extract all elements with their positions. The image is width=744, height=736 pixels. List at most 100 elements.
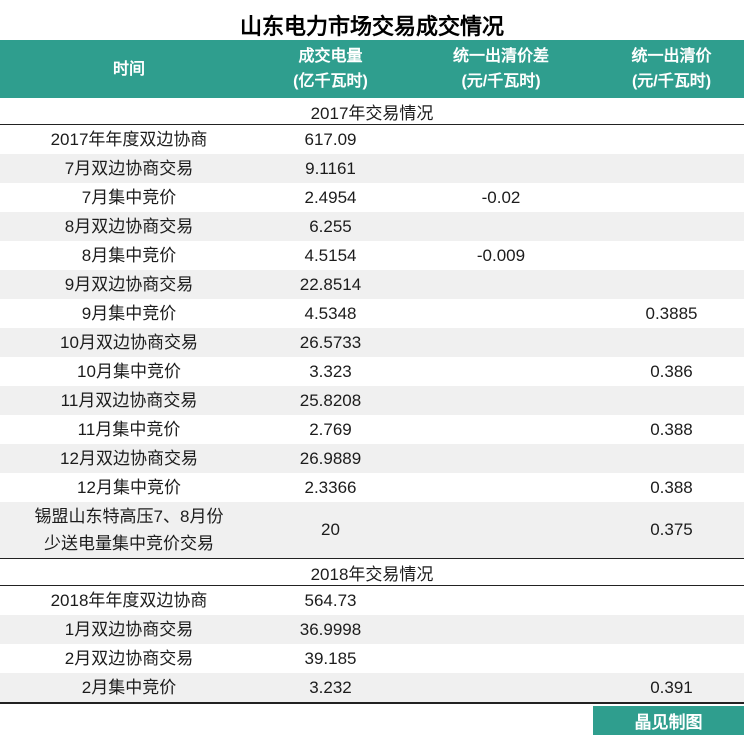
volume-cell: 20: [321, 520, 340, 539]
time-cell: 7月集中竞价: [81, 188, 177, 207]
volume-cell: 22.8514: [299, 274, 362, 294]
price-diff-cell: [403, 487, 599, 489]
clearing-price-cell: [599, 139, 744, 141]
table-row: 12月双边协商交易 26.9889: [0, 444, 744, 473]
volume-cell: 26.5733: [299, 332, 362, 352]
column-label: 统一出清价差: [452, 48, 549, 65]
table-header: 时间 成交电量 (亿千瓦时) 统一出清价差 (元/千瓦时) 统一出清价 (元/千…: [0, 40, 744, 98]
clearing-price-cell: [599, 658, 744, 660]
time-cell: 8月双边协商交易: [64, 217, 194, 236]
column-header-volume: 成交电量 (亿千瓦时): [258, 40, 403, 98]
section-header: 2018年交易情况: [0, 558, 744, 586]
table-row: 2018年年度双边协商 564.73: [0, 586, 744, 615]
column-header-time: 时间: [0, 40, 258, 98]
credit-badge: 晶见制图: [593, 706, 744, 735]
table-row: 11月双边协商交易 25.8208: [0, 386, 744, 415]
volume-cell: 564.73: [304, 590, 357, 610]
time-cell: 9月集中竞价: [81, 304, 177, 323]
price-diff-cell: [403, 658, 599, 660]
price-diff-cell: [403, 458, 599, 460]
volume-cell: 6.255: [309, 216, 352, 236]
clearing-price-cell: 0.388: [650, 419, 693, 439]
table-row: 锡盟山东特高压7、8月份 少送电量集中竞价交易 20 0.375: [0, 502, 744, 558]
volume-cell: 3.323: [309, 361, 352, 381]
clearing-price-cell: [599, 255, 744, 257]
time-cell: 11月双边协商交易: [60, 391, 198, 410]
column-unit: (元/千瓦时): [461, 73, 541, 90]
volume-cell: 2.3366: [304, 477, 357, 497]
volume-cell: 39.185: [304, 648, 357, 668]
table-row: 10月集中竞价 3.323 0.386: [0, 357, 744, 386]
column-label: 统一出清价: [631, 48, 712, 65]
footer: 晶见制图: [0, 704, 744, 735]
table-row: 2月集中竞价 3.232 0.391: [0, 673, 744, 702]
table-row: 11月集中竞价 2.769 0.388: [0, 415, 744, 444]
clearing-price-cell: [599, 168, 744, 170]
price-diff-cell: -0.02: [481, 187, 521, 207]
clearing-price-cell: 0.386: [650, 361, 693, 381]
clearing-price-cell: [599, 226, 744, 228]
column-label: 成交电量: [298, 48, 363, 65]
price-diff-cell: [403, 168, 599, 170]
volume-cell: 4.5348: [304, 303, 357, 323]
time-cell: 8月集中竞价: [81, 246, 177, 265]
table-row: 7月双边协商交易 9.1161: [0, 154, 744, 183]
price-diff-cell: [403, 600, 599, 602]
clearing-price-cell: [599, 629, 744, 631]
time-cell: 12月双边协商交易: [60, 449, 198, 468]
price-diff-cell: [403, 284, 599, 286]
column-unit: (元/千瓦时): [631, 73, 712, 90]
clearing-price-cell: [599, 458, 744, 460]
section-header: 2017年交易情况: [0, 98, 744, 125]
volume-cell: 2.769: [309, 419, 352, 439]
table-row: 8月集中竞价 4.5154 -0.009: [0, 241, 744, 270]
price-diff-cell: [403, 226, 599, 228]
time-cell: 10月双边协商交易: [60, 333, 198, 352]
clearing-price-cell: [599, 197, 744, 199]
volume-cell: 617.09: [304, 129, 357, 149]
clearing-price-cell: [599, 400, 744, 402]
price-diff-cell: [403, 342, 599, 344]
time-cell: 2月集中竞价: [81, 678, 177, 697]
table-row: 8月双边协商交易 6.255: [0, 212, 744, 241]
time-cell: 2017年年度双边协商: [50, 130, 208, 149]
table-row: 2月双边协商交易 39.185: [0, 644, 744, 673]
volume-cell: 9.1161: [305, 158, 356, 178]
table-row: 2017年年度双边协商 617.09: [0, 125, 744, 154]
table-body: 2017年交易情况 2017年年度双边协商 617.09 7月双边协商交易 9.1161…: [0, 98, 744, 704]
clearing-price-cell: [599, 600, 744, 602]
volume-cell: 4.5154: [304, 245, 357, 265]
table-row: 9月集中竞价 4.5348 0.3885: [0, 299, 744, 328]
table-row: 12月集中竞价 2.3366 0.388: [0, 473, 744, 502]
time-cell: 9月双边协商交易: [64, 275, 194, 294]
time-cell: 锡盟山东特高压7、8月份 少送电量集中竞价交易: [34, 507, 224, 553]
volume-cell: 25.8208: [299, 390, 362, 410]
price-diff-cell: [403, 629, 599, 631]
volume-cell: 2.4954: [304, 187, 357, 207]
price-diff-cell: [403, 313, 599, 315]
column-unit: (亿千瓦时): [293, 73, 368, 90]
price-diff-cell: [403, 139, 599, 141]
volume-cell: 36.9998: [299, 619, 362, 639]
time-cell: 2018年年度双边协商: [50, 591, 208, 610]
price-diff-cell: [403, 400, 599, 402]
clearing-price-cell: [599, 342, 744, 344]
table-row: 7月集中竞价 2.4954 -0.02: [0, 183, 744, 212]
price-diff-cell: [403, 371, 599, 373]
time-cell: 11月集中竞价: [77, 420, 181, 439]
table-row: 10月双边协商交易 26.5733: [0, 328, 744, 357]
volume-cell: 26.9889: [299, 448, 362, 468]
clearing-price-cell: 0.391: [650, 677, 693, 697]
clearing-price-cell: [599, 284, 744, 286]
table-row: 1月双边协商交易 36.9998: [0, 615, 744, 644]
time-cell: 1月双边协商交易: [64, 620, 194, 639]
price-diff-cell: [403, 687, 599, 689]
price-diff-cell: [403, 529, 599, 531]
clearing-price-cell: 0.375: [650, 520, 693, 539]
time-cell: 2月双边协商交易: [64, 649, 194, 668]
time-cell: 7月双边协商交易: [64, 159, 194, 178]
column-header-clearing-price: 统一出清价 (元/千瓦时): [599, 40, 744, 98]
price-diff-cell: [403, 429, 599, 431]
clearing-price-cell: 0.388: [650, 477, 693, 497]
